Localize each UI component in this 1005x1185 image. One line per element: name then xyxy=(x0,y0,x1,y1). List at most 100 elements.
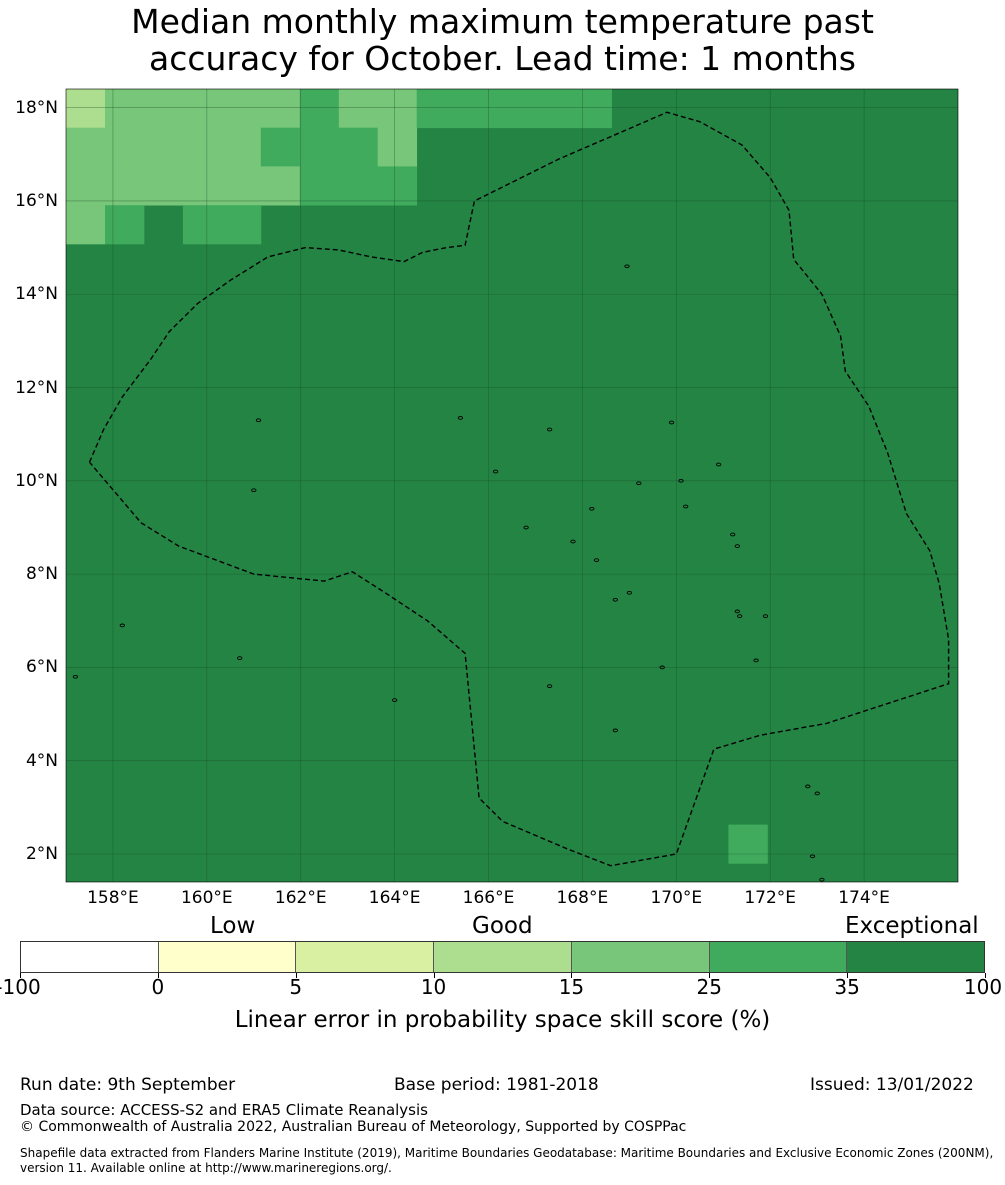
longitude-label: 166°E xyxy=(462,888,515,908)
island-outline xyxy=(734,544,740,548)
latitude-label: 4°N xyxy=(25,750,58,771)
island-outline xyxy=(612,597,618,602)
island-outline xyxy=(119,623,125,628)
island-outline xyxy=(809,854,816,859)
island-outline xyxy=(683,504,689,509)
island-outline xyxy=(737,614,743,618)
colorbar-label: Linear error in probability space skill … xyxy=(234,1007,771,1033)
island-outline xyxy=(626,590,633,595)
latitude-label: 6°N xyxy=(25,657,58,678)
island-outline xyxy=(589,506,595,511)
latitude-label: 14°N xyxy=(15,284,58,305)
island-outline xyxy=(762,614,769,618)
colorbar-segment xyxy=(847,942,985,972)
colorbar-segment xyxy=(709,942,848,972)
island-outline xyxy=(805,784,811,789)
latitude-label: 8°N xyxy=(25,564,58,585)
skill-cell xyxy=(105,205,145,245)
skill-cell xyxy=(260,127,379,167)
eez-boundary xyxy=(88,111,950,867)
colorbar-tick-mark xyxy=(571,973,572,978)
colorbar-segment xyxy=(21,942,159,972)
island-outline xyxy=(819,877,825,882)
legend-category-good: Good xyxy=(472,913,533,939)
colorbar-tick-mark xyxy=(985,973,986,978)
colorbar-tick-label: 100 xyxy=(963,975,1003,999)
island-outline xyxy=(492,469,499,474)
island-outline xyxy=(523,525,529,530)
coastlines xyxy=(72,264,825,882)
skill-cell xyxy=(66,166,301,206)
latitude-label: 12°N xyxy=(15,377,58,398)
latitude-label: 2°N xyxy=(25,844,58,864)
skill-cell xyxy=(416,89,612,129)
colorbar-tick-label: -100 xyxy=(0,975,41,999)
island-outline xyxy=(546,427,553,432)
island-outline xyxy=(753,658,759,663)
island-outline xyxy=(570,539,576,544)
island-outline xyxy=(546,684,553,688)
colorbar-tick-label: 25 xyxy=(696,975,722,999)
island-outline xyxy=(457,416,464,420)
island-outline xyxy=(659,665,665,670)
run-date: Run date: 9th September xyxy=(20,1075,236,1095)
map-title-line-2: accuracy for October. Lead time: 1 month… xyxy=(149,39,856,78)
colorbar-tick-mark xyxy=(847,973,848,978)
base-period: Base period: 1981-2018 xyxy=(394,1075,599,1095)
longitude-label: 160°E xyxy=(180,888,233,908)
data-source: Data source: ACCESS-S2 and ERA5 Climate … xyxy=(20,1101,428,1119)
colorbar-tick-label: 0 xyxy=(151,975,165,999)
skill-cell xyxy=(105,89,301,129)
issued-date: Issued: 13/01/2022 xyxy=(810,1075,974,1095)
longitude-label: 170°E xyxy=(650,888,703,908)
skill-score-map xyxy=(65,88,959,883)
longitude-label: 174°E xyxy=(838,888,890,908)
colorbar-segment xyxy=(158,942,297,972)
colorbar-tick-mark xyxy=(434,973,435,978)
colorbar-tick-label: 35 xyxy=(834,975,860,999)
skill-cell xyxy=(299,166,418,206)
map-title-line-1: Median monthly maximum temperature past xyxy=(131,2,874,41)
island-outline xyxy=(255,418,262,423)
latitude-label: 10°N xyxy=(15,470,58,491)
latitude-label: 16°N xyxy=(15,190,58,211)
map-frame xyxy=(65,88,959,883)
colorbar-segment xyxy=(296,942,435,972)
colorbar-tick-mark xyxy=(296,973,297,978)
island-outline xyxy=(678,478,684,483)
colorbar-segment xyxy=(434,942,572,972)
skill-cell xyxy=(299,89,340,129)
colorbar-tick-mark xyxy=(20,973,21,978)
longitude-label: 162°E xyxy=(274,888,327,908)
longitude-label: 172°E xyxy=(744,888,797,908)
copyright: © Commonwealth of Australia 2022, Austra… xyxy=(20,1119,687,1135)
skill-cell xyxy=(182,205,262,245)
island-outline xyxy=(734,609,740,614)
island-outline xyxy=(730,532,736,537)
island-outline xyxy=(814,791,820,796)
colorbar-tick-label: 5 xyxy=(289,975,303,999)
island-outline xyxy=(237,656,243,660)
shapefile-credit: Shapefile data extracted from Flanders M… xyxy=(20,1146,994,1175)
skill-cell xyxy=(338,89,418,129)
island-outline xyxy=(668,420,675,425)
island-outline xyxy=(715,462,722,467)
latitude-label: 18°N xyxy=(15,97,58,118)
skill-cell xyxy=(66,205,106,245)
legend-category-low: Low xyxy=(210,913,256,939)
skill-cell xyxy=(66,89,106,129)
longitude-label: 158°E xyxy=(87,888,139,908)
longitude-label: 168°E xyxy=(556,888,609,908)
colorbar-tick-mark xyxy=(709,973,710,978)
island-outline xyxy=(612,728,618,733)
colorbar-tick-label: 15 xyxy=(558,975,585,999)
colorbar-tick-label: 10 xyxy=(420,975,447,999)
island-outline xyxy=(636,481,642,486)
skill-cell xyxy=(66,127,262,167)
island-outline xyxy=(72,674,79,679)
island-outline xyxy=(593,558,600,562)
island-outline xyxy=(251,488,257,493)
skill-cell xyxy=(377,127,418,167)
colorbar xyxy=(20,941,985,973)
island-outline xyxy=(624,264,630,269)
